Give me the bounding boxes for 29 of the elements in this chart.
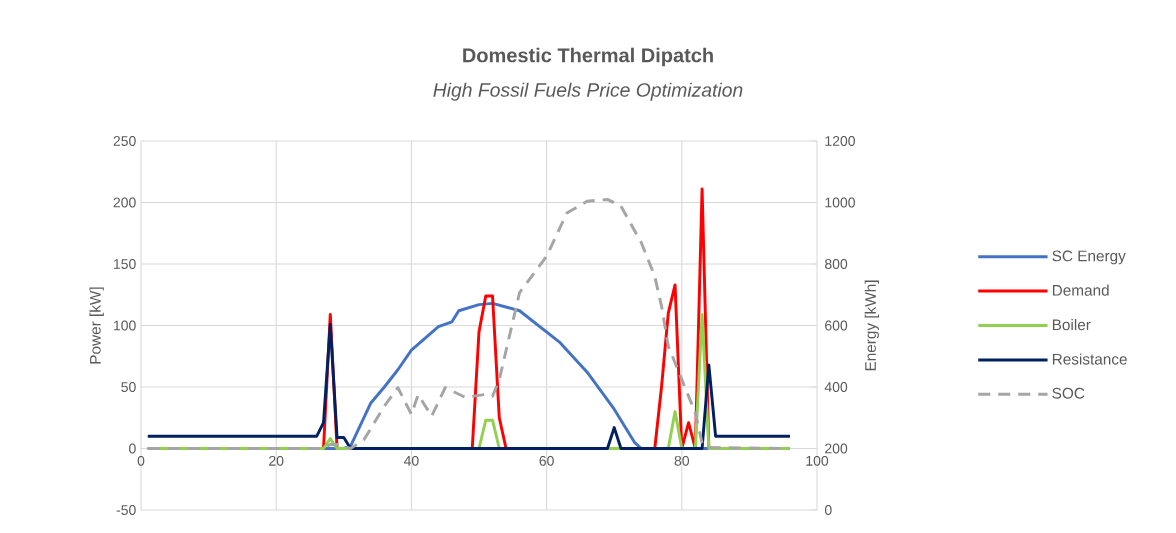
chart-title: Domestic Thermal Dipatch bbox=[463, 47, 713, 67]
legend-label: Demand bbox=[1052, 284, 1109, 296]
y2-axis-title: Energy [kWh] bbox=[864, 280, 879, 371]
y2-tick-label: 200 bbox=[825, 443, 848, 454]
y2-tick-label: 400 bbox=[824, 382, 848, 392]
legend-label: SOC bbox=[1052, 387, 1085, 399]
y2-tick-label: 600 bbox=[825, 320, 848, 331]
x-tick-label: 20 bbox=[269, 455, 284, 466]
y2-tick-label: 1000 bbox=[825, 197, 855, 208]
y2-tick-label: 1200 bbox=[825, 136, 855, 146]
y-tick-label: 250 bbox=[113, 136, 136, 146]
x-tick-label: 40 bbox=[403, 455, 419, 466]
legend-label: Resistance bbox=[1052, 353, 1127, 365]
chart-subtitle: High Fossil Fuels Price Optimization bbox=[433, 82, 743, 101]
y-tick-label: 150 bbox=[114, 259, 136, 269]
y-axis-title: Power [kW] bbox=[89, 287, 104, 364]
y-tick-label: 200 bbox=[113, 197, 136, 208]
x-tick-label: 80 bbox=[674, 455, 690, 466]
legend-label: Boiler bbox=[1052, 318, 1091, 331]
legend-label: SC Energy bbox=[1052, 250, 1126, 265]
y-tick-label: 50 bbox=[121, 382, 136, 392]
y-tick-label: 100 bbox=[114, 320, 136, 331]
y2-tick-label: 800 bbox=[824, 259, 848, 269]
x-tick-label: 0 bbox=[137, 455, 145, 466]
y-tick-label: 0 bbox=[129, 443, 136, 454]
y2-tick-label: 0 bbox=[824, 505, 832, 515]
y-tick-label: -50 bbox=[116, 505, 136, 515]
x-tick-label: 100 bbox=[806, 455, 829, 466]
x-tick-label: 60 bbox=[539, 455, 554, 466]
